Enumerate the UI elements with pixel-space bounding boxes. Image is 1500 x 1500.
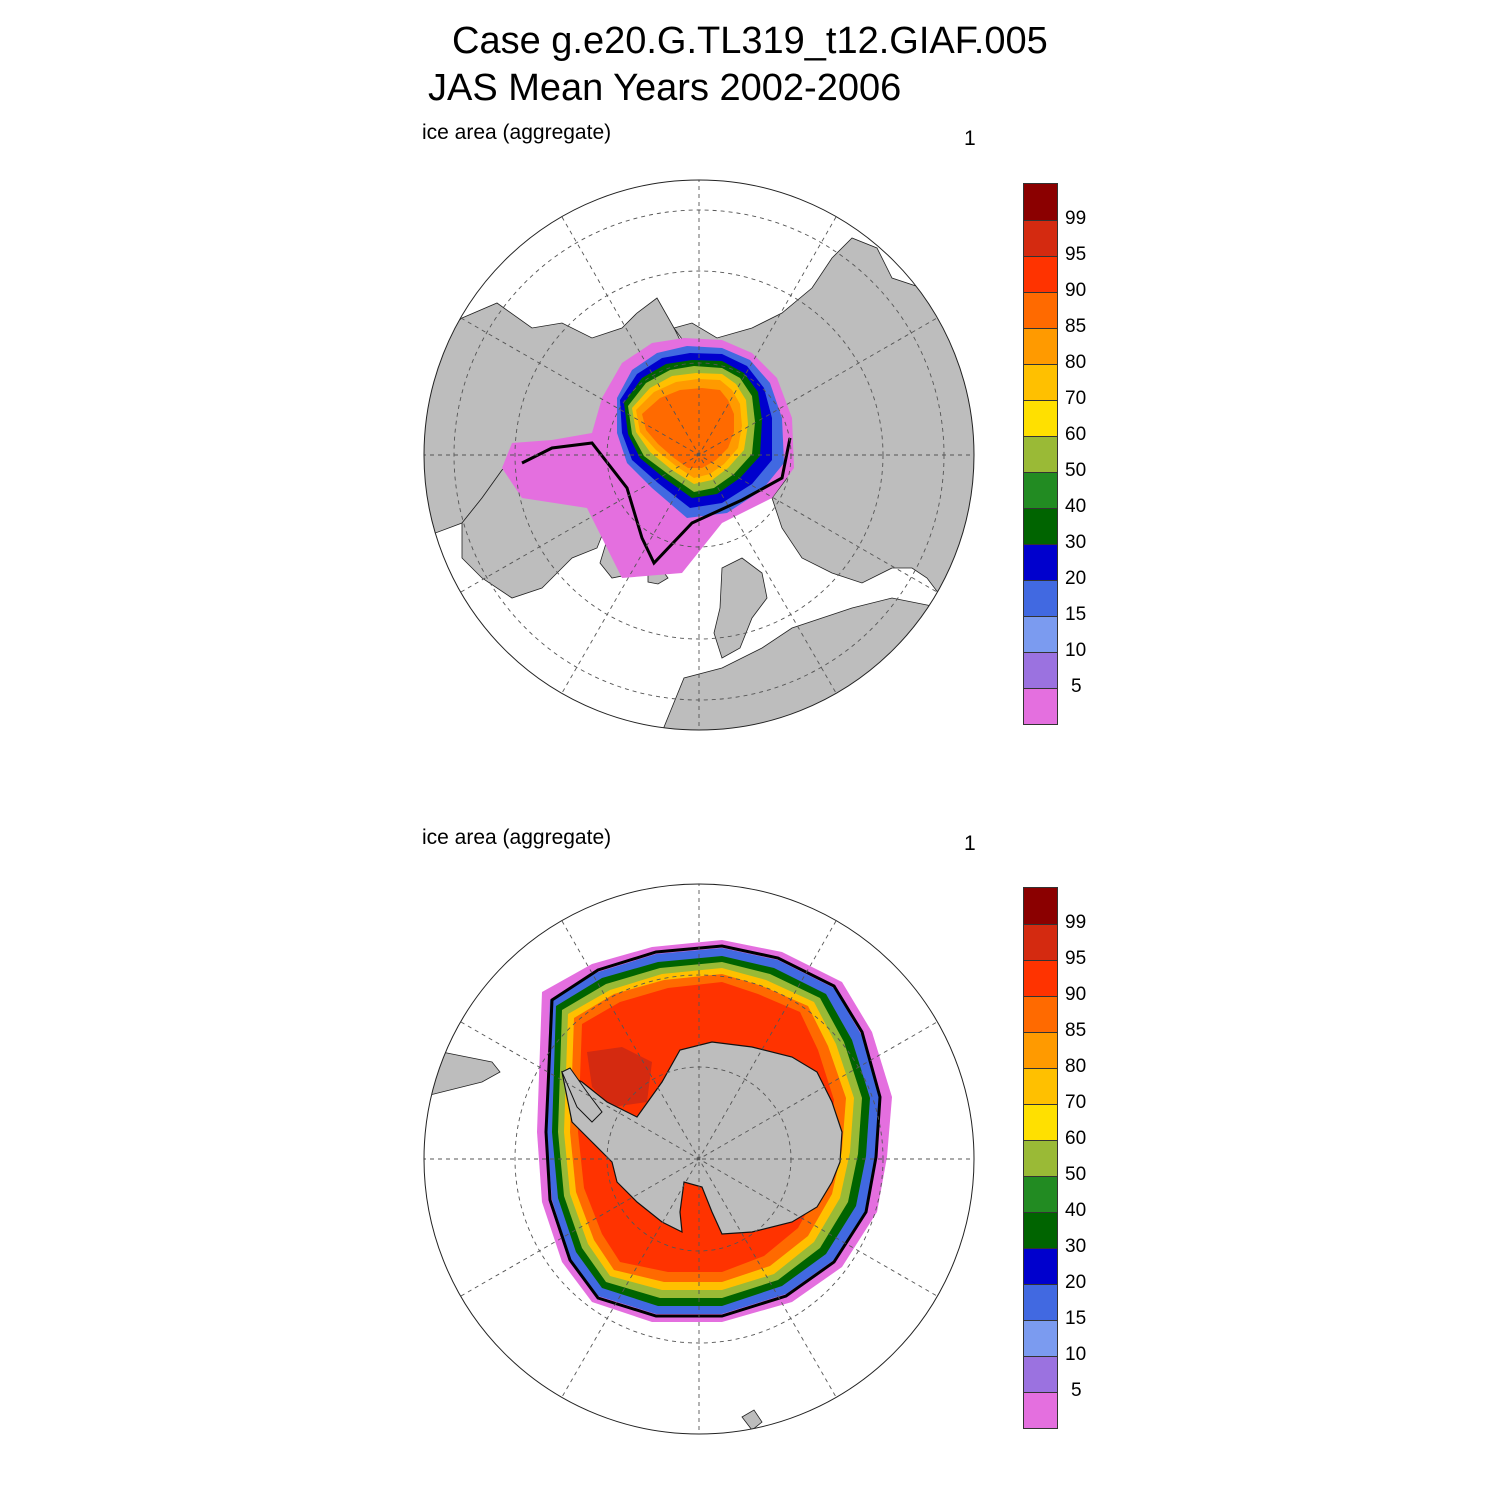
south-colorbar-label: 85 [1065,1020,1087,1041]
north-colorbar [1023,183,1058,725]
north-colorbar-segment [1024,508,1057,544]
south-colorbar-label: 95 [1065,948,1087,969]
north-map-border [423,179,975,731]
north-colorbar-segment [1024,436,1057,472]
north-colorbar-segment [1024,544,1057,580]
north-colorbar-label: 50 [1065,460,1087,481]
south-panel-title: ice area (aggregate) [422,826,612,849]
south-panel-number: 1 [964,832,976,855]
south-colorbar-label: 30 [1065,1236,1087,1257]
north-colorbar-segment [1024,688,1057,724]
north-colorbar-segment [1024,256,1057,292]
north-colorbar-label: 60 [1065,424,1087,445]
figure-title-case: Case g.e20.G.TL319_t12.GIAF.005 [452,20,1048,62]
north-colorbar-label: 70 [1065,388,1087,409]
south-map-border [423,883,975,1435]
south-colorbar-label: 99 [1065,912,1087,933]
north-ice-edge-contour [521,437,792,566]
north-colorbar-segment [1024,652,1057,688]
south-colorbar-label: 80 [1065,1056,1087,1077]
south-colorbar-label: 70 [1065,1092,1087,1113]
south-colorbar-label: 50 [1065,1164,1087,1185]
north-colorbar-segment [1024,580,1057,616]
north-colorbar-label: 20 [1065,568,1087,589]
north-colorbar-segment [1024,616,1057,652]
south-colorbar-segment [1024,1104,1057,1140]
north-colorbar-segment [1024,364,1057,400]
north-colorbar-label: 99 [1065,208,1087,229]
south-colorbar-segment [1024,960,1057,996]
south-colorbar-segment [1024,888,1057,924]
south-ice-edge-contour [544,944,882,1318]
south-colorbar-segment [1024,1212,1057,1248]
north-colorbar-segment [1024,292,1057,328]
south-colorbar-label: 20 [1065,1272,1087,1293]
south-colorbar-label: 5 [1071,1380,1082,1401]
north-colorbar-segment [1024,400,1057,436]
south-colorbar-segment [1024,1032,1057,1068]
north-colorbar-label: 40 [1065,496,1087,517]
north-colorbar-label: 95 [1065,244,1087,265]
south-colorbar-segment [1024,1068,1057,1104]
north-colorbar-segment [1024,184,1057,220]
south-land-islands [741,1409,763,1431]
south-colorbar-segment [1024,1284,1057,1320]
north-colorbar-label: 15 [1065,604,1087,625]
south-colorbar-segment [1024,924,1057,960]
south-colorbar-label: 15 [1065,1308,1087,1329]
south-colorbar-label: 60 [1065,1128,1087,1149]
south-graticule [424,884,974,1434]
south-colorbar [1023,887,1058,1429]
south-colorbar-label: 90 [1065,984,1087,1005]
south-colorbar-label: 10 [1065,1344,1087,1365]
north-panel-title: ice area (aggregate) [422,121,612,144]
south-colorbar-segment [1024,1140,1057,1176]
south-land-antarctic-peninsula [561,1067,603,1123]
north-colorbar-segment [1024,472,1057,508]
north-colorbar-label: 30 [1065,532,1087,553]
south-polar-map [423,883,975,1435]
south-colorbar-label: 40 [1065,1200,1087,1221]
north-colorbar-segment [1024,220,1057,256]
north-polar-map [423,179,975,731]
south-colorbar-segment [1024,1248,1057,1284]
north-colorbar-label: 10 [1065,640,1087,661]
north-colorbar-segment [1024,328,1057,364]
south-colorbar-segment [1024,1392,1057,1428]
south-colorbar-segment [1024,1176,1057,1212]
north-colorbar-label: 80 [1065,352,1087,373]
south-colorbar-segment [1024,1356,1057,1392]
north-graticule [424,180,974,730]
south-colorbar-segment [1024,1320,1057,1356]
south-colorbar-segment [1024,996,1057,1032]
south-land-antarctica [561,1041,843,1235]
north-panel-number: 1 [964,127,976,150]
figure-title-period: JAS Mean Years 2002-2006 [428,67,902,109]
north-colorbar-label: 90 [1065,280,1087,301]
north-colorbar-label: 85 [1065,316,1087,337]
north-colorbar-label: 5 [1071,676,1082,697]
